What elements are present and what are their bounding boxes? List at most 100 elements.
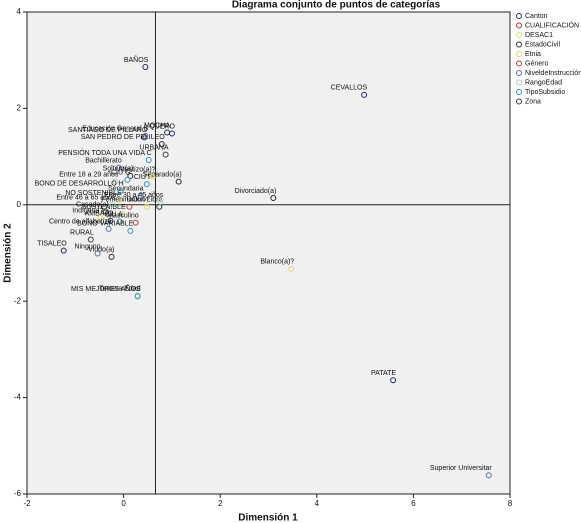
legend-label: NiveldeInstrucción bbox=[525, 70, 581, 77]
point bbox=[175, 178, 182, 185]
point-label: Union Libre bbox=[127, 197, 163, 204]
point-label: Secundaria bbox=[108, 185, 144, 192]
point bbox=[145, 156, 152, 163]
point bbox=[127, 227, 134, 234]
legend-marker bbox=[516, 60, 522, 67]
y-tick-label: 4 bbox=[17, 7, 22, 16]
point bbox=[97, 214, 104, 221]
point-label: Femenino bbox=[101, 197, 132, 204]
point bbox=[94, 250, 101, 257]
point-label: SANTIAGO DE PILLARO bbox=[68, 127, 148, 134]
point-label: Viudo(a) bbox=[88, 247, 114, 254]
legend-marker bbox=[516, 51, 522, 57]
y-tick-label: 2 bbox=[17, 104, 22, 113]
point-label: Divorciado(a) bbox=[235, 188, 277, 195]
point-label: CIU I bbox=[134, 174, 150, 181]
point bbox=[142, 63, 149, 70]
legend-marker bbox=[516, 13, 522, 19]
point-label: PATATE bbox=[371, 370, 396, 377]
point bbox=[119, 210, 126, 217]
point-label: Indígena? bbox=[72, 208, 103, 215]
point-label: Casado(a) bbox=[76, 201, 109, 208]
point-label: BONO VARIABLE bbox=[77, 221, 134, 228]
legend-label: EstadoCivil bbox=[525, 41, 560, 48]
point-label: Otro? bbox=[132, 197, 150, 204]
point-label: MIS MEJORES AÑOS bbox=[71, 284, 141, 293]
point bbox=[149, 173, 156, 180]
legend-label: Género bbox=[525, 60, 548, 67]
point bbox=[102, 208, 109, 215]
point bbox=[127, 172, 134, 179]
point bbox=[115, 196, 122, 203]
legend-label: DESAC1 bbox=[525, 32, 553, 39]
point bbox=[116, 218, 123, 225]
legend-label: Zona bbox=[525, 98, 541, 105]
point bbox=[168, 130, 175, 137]
point bbox=[112, 178, 119, 185]
point-label: Bachillerato bbox=[85, 158, 122, 165]
point-label: SAN PEDRO DE PELILEO bbox=[81, 134, 166, 141]
y-axis-label: Dimensión 2 bbox=[3, 223, 14, 283]
x-tick-label: 6 bbox=[411, 499, 416, 508]
point-label: Blanco(a)? bbox=[260, 259, 294, 266]
legend-marker bbox=[516, 32, 522, 38]
point-label: CIU G bbox=[111, 170, 130, 177]
point-label: Centro de alfabetiza bbox=[49, 219, 112, 226]
y-tick-label: -2 bbox=[14, 296, 22, 305]
legend-label: Canton bbox=[525, 13, 548, 20]
y-tick-label: -6 bbox=[14, 489, 22, 498]
point bbox=[157, 198, 164, 205]
point bbox=[142, 132, 149, 139]
point bbox=[270, 195, 277, 202]
point bbox=[288, 265, 295, 272]
point bbox=[137, 192, 144, 199]
x-tick-label: 4 bbox=[315, 499, 320, 508]
point bbox=[124, 176, 131, 183]
point bbox=[109, 201, 116, 208]
point bbox=[162, 151, 169, 158]
legend-marker bbox=[516, 89, 522, 95]
point bbox=[126, 203, 133, 210]
x-tick-label: 2 bbox=[218, 499, 223, 508]
point bbox=[108, 253, 115, 260]
point bbox=[87, 236, 94, 243]
legend-label: RangoEdad bbox=[525, 79, 562, 86]
legend-marker bbox=[516, 79, 522, 86]
point-label: Masculino bbox=[107, 212, 139, 219]
legend-marker bbox=[516, 98, 522, 105]
point-label: Separado(a) bbox=[143, 172, 182, 179]
point-label: NO SOSTENIBLE bbox=[65, 190, 122, 197]
legend-marker bbox=[516, 22, 522, 29]
x-tick-label: 8 bbox=[508, 499, 513, 508]
point-label: TISALEO bbox=[37, 240, 67, 247]
point bbox=[143, 203, 150, 210]
point bbox=[117, 187, 124, 194]
legend-marker bbox=[516, 41, 522, 48]
point bbox=[134, 293, 141, 300]
point-label: BAÑOS bbox=[124, 55, 149, 64]
point bbox=[60, 247, 67, 254]
legend-label: TipoSubsidio bbox=[525, 89, 565, 96]
point-label: QUERO bbox=[149, 123, 175, 130]
point bbox=[390, 377, 397, 384]
point-label: MOCHA bbox=[144, 122, 170, 129]
point-label: SOSTENIBLE bbox=[82, 204, 126, 211]
point-label: BONO DE DESARROLLO H bbox=[35, 181, 124, 188]
legend-label: CUALIFICACIÓN bbox=[525, 20, 579, 29]
point-label: Entre 46 a 65 años bbox=[56, 195, 116, 202]
y-tick-label: -4 bbox=[14, 393, 22, 402]
point-label: Ninguno bbox=[74, 243, 100, 250]
point-label: Educación General B bbox=[82, 126, 148, 133]
point bbox=[485, 472, 492, 479]
point bbox=[132, 219, 139, 226]
x-tick-label: 0 bbox=[121, 499, 126, 508]
point bbox=[107, 217, 114, 224]
point-label: Mestizo(a)? bbox=[119, 167, 156, 174]
point-label: Soltero(a) bbox=[103, 166, 134, 173]
point bbox=[143, 181, 150, 188]
point-label: AMBATO bbox=[85, 211, 114, 218]
point-label: Tercera Edad bbox=[99, 285, 141, 292]
chart-title: Diagrama conjunto de puntos de categoría… bbox=[232, 0, 441, 11]
legend-marker bbox=[516, 70, 522, 76]
